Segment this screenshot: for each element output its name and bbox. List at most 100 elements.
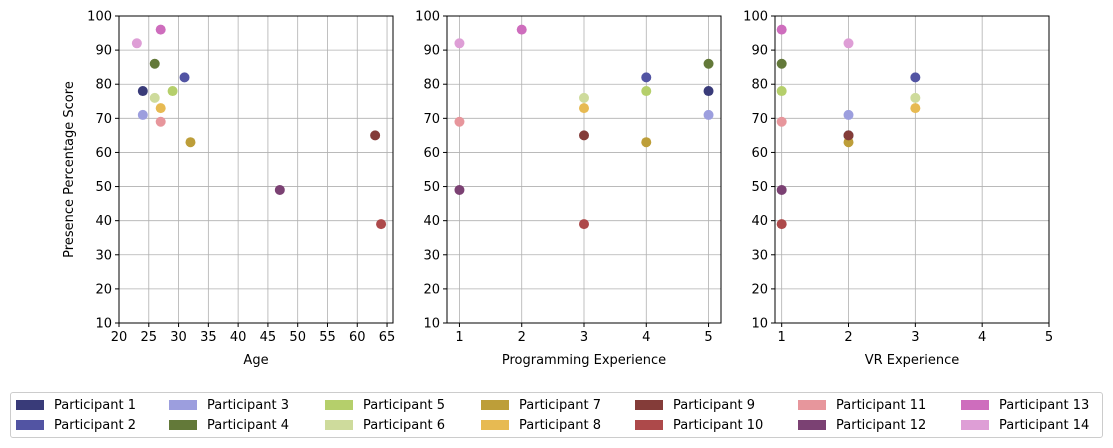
data-point (454, 116, 465, 127)
data-point (703, 109, 714, 120)
x-tick-label: 3 (580, 330, 588, 345)
x-tick-label: 45 (260, 330, 277, 345)
data-point (843, 38, 854, 49)
data-point (776, 24, 787, 35)
data-point (910, 103, 921, 114)
legend-entry: Participant 8 (481, 416, 601, 434)
x-tick-label: 1 (455, 330, 463, 345)
legend-entry: Participant 4 (169, 416, 289, 434)
legend-swatch (169, 400, 197, 410)
data-point (155, 103, 166, 114)
legend-swatch (635, 400, 663, 410)
data-point (179, 72, 190, 83)
y-tick-label: 10 (751, 317, 768, 332)
legend-swatch (481, 400, 509, 410)
x-axis-label: VR Experience (865, 353, 960, 368)
x-tick-label: 60 (349, 330, 366, 345)
chart-panel-3: 1 2 3 4 5 10 20 30 40 50 60 70 80 90 100 VR Experience (743, 10, 1053, 369)
y-tick-label: 70 (751, 112, 768, 127)
legend-swatch (169, 420, 197, 430)
data-point (579, 130, 589, 141)
legend-entry: Participant 11 (798, 396, 926, 414)
legend-entry: Participant 10 (635, 416, 763, 434)
legend-label: Participant 14 (999, 417, 1090, 433)
y-tick-label: 20 (95, 282, 112, 297)
data-point (776, 219, 787, 230)
legend-swatch (961, 420, 989, 430)
legend-swatch (481, 420, 509, 430)
data-point (579, 103, 589, 114)
x-tick-label: 20 (111, 330, 128, 345)
data-point (579, 92, 589, 103)
data-point (641, 86, 652, 97)
y-tick-label: 70 (423, 112, 440, 127)
legend-entry: Participant 14 (961, 416, 1089, 434)
legend-label: Participant 13 (999, 397, 1090, 413)
y-tick-label: 40 (751, 214, 768, 229)
data-point (843, 109, 854, 120)
data-point (149, 58, 160, 69)
y-tick-label: 60 (95, 146, 112, 161)
x-tick-label: 2 (518, 330, 526, 345)
data-point (454, 38, 465, 49)
legend-swatch (798, 400, 826, 410)
y-tick-label: 50 (423, 180, 440, 195)
data-point (641, 72, 652, 83)
x-tick-label: 25 (141, 330, 158, 345)
x-tick-label: 4 (642, 330, 650, 345)
data-point (155, 116, 166, 127)
chart-panel-1: 20 25 30 35 40 45 50 55 60 6510203040506070809010… (62, 10, 395, 369)
x-tick-label: 5 (1045, 330, 1053, 345)
legend-entry: Participant 12 (798, 416, 926, 434)
x-tick-label: 1 (778, 330, 786, 345)
legend-entry: Participant 13 (961, 396, 1089, 414)
legend-swatch (961, 400, 989, 410)
x-tick-label: 2 (844, 330, 852, 345)
data-point (776, 184, 787, 195)
y-tick-label: 60 (423, 146, 440, 161)
charts-figure: 20 25 30 35 40 45 50 55 60 6510203040506070809010… (62, 10, 1053, 369)
x-tick-label: 35 (200, 330, 217, 345)
legend-swatch (635, 420, 663, 430)
y-tick-label: 100 (415, 10, 440, 25)
data-point (843, 130, 854, 141)
chart-panel-2: 1 2 3 4 5 10 20 30 40 50 60 70 80 90 100 Programming Ex… (415, 10, 722, 368)
legend-entry: Participant 7 (481, 396, 601, 414)
legend-entry: Participant 9 (635, 396, 755, 414)
y-tick-label: 40 (95, 214, 112, 229)
data-point (516, 24, 527, 35)
data-point (370, 130, 381, 141)
legend-label: Participant 4 (207, 417, 289, 433)
x-tick-label: 3 (911, 330, 919, 345)
legend-swatch (16, 420, 44, 430)
y-tick-label: 80 (95, 78, 112, 93)
data-point (274, 184, 285, 195)
y-tick-label: 10 (423, 317, 440, 332)
legend-entry: Participant 6 (325, 416, 445, 434)
data-point (641, 137, 652, 148)
data-point (149, 92, 160, 103)
x-tick-label: 4 (978, 330, 986, 345)
legend-label: Participant 8 (519, 417, 601, 433)
y-tick-label: 100 (87, 10, 112, 25)
y-tick-label: 30 (423, 248, 440, 263)
data-point (776, 58, 787, 69)
x-axis-label: Age (243, 353, 268, 368)
y-tick-label: 20 (423, 282, 440, 297)
y-tick-label: 50 (751, 180, 768, 195)
data-point (910, 92, 921, 103)
legend-label: Participant 9 (673, 397, 755, 413)
y-tick-label: 30 (95, 248, 112, 263)
y-tick-label: 80 (423, 78, 440, 93)
legend-label: Participant 6 (363, 417, 445, 433)
legend-label: Participant 5 (363, 397, 445, 413)
data-point (137, 86, 148, 97)
y-tick-label: 10 (95, 317, 112, 332)
y-tick-label: 100 (743, 10, 768, 25)
y-tick-label: 90 (423, 44, 440, 59)
legend-label: Participant 1 (54, 397, 136, 413)
legend-swatch (325, 420, 353, 430)
data-point (185, 137, 196, 148)
data-point (703, 86, 714, 97)
x-tick-label: 5 (704, 330, 712, 345)
